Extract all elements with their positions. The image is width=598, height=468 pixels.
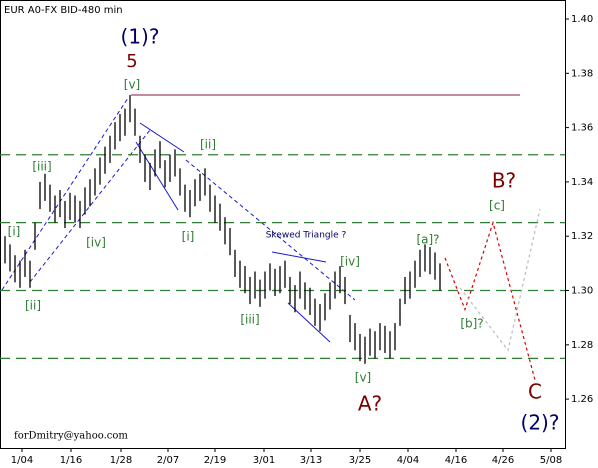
y-tick-label: 1.26	[571, 394, 593, 405]
wave-label: (1)?	[121, 25, 160, 49]
y-tick-label: 1.38	[571, 68, 593, 79]
y-tick-label: 1.28	[571, 340, 593, 351]
y-tick-label: 1.30	[571, 286, 593, 297]
forecast-path	[444, 220, 536, 381]
x-tick-label: 4/26	[492, 455, 514, 466]
y-tick-label: 1.36	[571, 123, 593, 134]
wave-label: [iii]	[32, 160, 51, 174]
wave-label: [ii]	[25, 299, 41, 313]
plot-frame	[0, 0, 566, 449]
wave-label: [c]	[489, 199, 505, 213]
chart-title: EUR A0-FX BID-480 min	[4, 5, 123, 16]
credit: forDmitry@yahoo.com	[14, 431, 128, 442]
y-tick-label: 1.34	[571, 177, 593, 188]
wave-label: Skewed Triangle ?	[266, 231, 347, 241]
channel-line	[135, 141, 179, 211]
channel-line	[185, 159, 356, 301]
x-tick-label: 2/19	[204, 455, 226, 466]
channel-line	[271, 251, 327, 263]
x-tick-label: 2/07	[157, 455, 179, 466]
x-tick-label: 3/25	[349, 455, 371, 466]
wave-label: [b]?	[460, 317, 483, 331]
x-tick-label: 1/04	[11, 455, 33, 466]
y-tick-label: 1.40	[571, 14, 593, 25]
channel-line	[139, 122, 185, 153]
wave-label: A?	[358, 392, 382, 416]
wave-label: [iii]	[240, 313, 259, 327]
y-tick-label: 1.32	[571, 231, 593, 242]
channel-line	[1, 97, 129, 291]
x-tick-label: 1/16	[60, 455, 82, 466]
x-tick-label: 3/13	[300, 455, 322, 466]
wave-label: 5	[126, 51, 137, 72]
x-tick-label: 5/08	[540, 455, 562, 466]
wave-label: (2)?	[521, 411, 560, 435]
wave-label: B?	[492, 169, 516, 193]
wave-label: C	[528, 380, 542, 404]
x-tick-label: 1/28	[110, 455, 132, 466]
wave-label: [iv]	[86, 236, 106, 250]
wave-label: [iv]	[340, 255, 360, 269]
wave-label: [v]	[124, 78, 140, 92]
forecast-path	[459, 208, 541, 352]
wave-label: [a]?	[416, 233, 439, 247]
wave-label: [v]	[355, 371, 371, 385]
x-tick-label: 4/16	[445, 455, 467, 466]
wave-label: [ii]	[200, 138, 216, 152]
x-tick-label: 3/01	[253, 455, 275, 466]
wave-label: [i]	[8, 225, 21, 239]
wave-label: [i]	[182, 230, 195, 244]
x-tick-label: 4/04	[397, 455, 419, 466]
